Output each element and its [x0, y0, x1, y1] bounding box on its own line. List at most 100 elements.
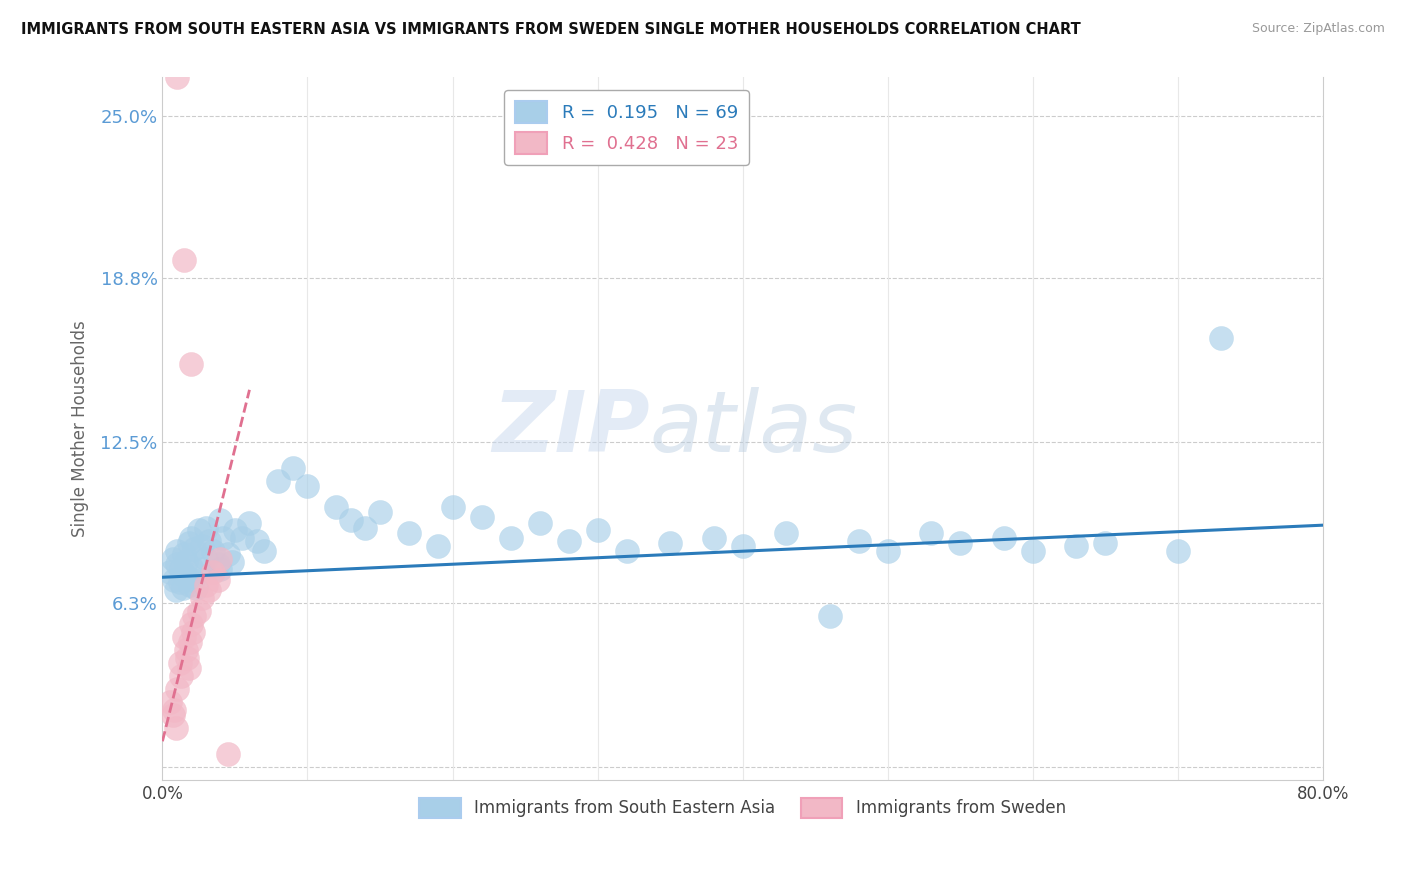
- Point: [1064, 539, 1087, 553]
- Point: [209, 513, 232, 527]
- Point: [702, 531, 724, 545]
- Point: [224, 524, 246, 538]
- Point: [499, 531, 522, 545]
- Point: [848, 533, 870, 548]
- Point: [529, 516, 551, 530]
- Point: [231, 531, 253, 545]
- Point: [297, 479, 319, 493]
- Point: [1021, 544, 1043, 558]
- Point: [202, 544, 225, 558]
- Point: [162, 552, 184, 566]
- Point: [180, 617, 202, 632]
- Point: [427, 539, 450, 553]
- Point: [165, 583, 187, 598]
- Text: Source: ZipAtlas.com: Source: ZipAtlas.com: [1251, 22, 1385, 36]
- Point: [1211, 331, 1233, 345]
- Point: [184, 581, 207, 595]
- Point: [198, 583, 221, 598]
- Point: [176, 570, 198, 584]
- Point: [165, 721, 187, 735]
- Point: [253, 544, 276, 558]
- Point: [163, 703, 186, 717]
- Point: [183, 609, 205, 624]
- Point: [166, 682, 188, 697]
- Point: [198, 533, 221, 548]
- Point: [166, 544, 188, 558]
- Point: [183, 541, 205, 556]
- Point: [818, 609, 841, 624]
- Legend: Immigrants from South Eastern Asia, Immigrants from Sweden: Immigrants from South Eastern Asia, Immi…: [413, 791, 1073, 825]
- Point: [238, 516, 260, 530]
- Point: [173, 567, 195, 582]
- Point: [368, 505, 391, 519]
- Point: [191, 562, 214, 576]
- Point: [325, 500, 347, 514]
- Point: [173, 252, 195, 267]
- Point: [775, 526, 797, 541]
- Point: [194, 521, 217, 535]
- Point: [170, 669, 193, 683]
- Point: [470, 510, 492, 524]
- Point: [176, 651, 198, 665]
- Point: [616, 544, 638, 558]
- Point: [181, 624, 204, 639]
- Point: [177, 536, 200, 550]
- Point: [190, 591, 212, 605]
- Point: [221, 555, 243, 569]
- Point: [170, 562, 193, 576]
- Point: [180, 357, 202, 371]
- Point: [398, 526, 420, 541]
- Point: [354, 521, 377, 535]
- Point: [172, 581, 194, 595]
- Point: [166, 558, 188, 572]
- Point: [731, 539, 754, 553]
- Point: [179, 578, 201, 592]
- Point: [209, 552, 232, 566]
- Point: [163, 573, 186, 587]
- Point: [180, 531, 202, 545]
- Point: [340, 513, 363, 527]
- Point: [181, 573, 204, 587]
- Point: [217, 547, 239, 561]
- Y-axis label: Single Mother Households: Single Mother Households: [72, 320, 89, 537]
- Point: [557, 533, 579, 548]
- Point: [207, 573, 229, 587]
- Point: [194, 578, 217, 592]
- Point: [187, 524, 209, 538]
- Point: [993, 531, 1015, 545]
- Point: [173, 547, 195, 561]
- Point: [949, 536, 972, 550]
- Point: [162, 708, 184, 723]
- Point: [187, 604, 209, 618]
- Point: [174, 643, 197, 657]
- Text: atlas: atlas: [650, 387, 858, 470]
- Point: [212, 531, 235, 545]
- Point: [267, 474, 290, 488]
- Text: IMMIGRANTS FROM SOUTH EASTERN ASIA VS IMMIGRANTS FROM SWEDEN SINGLE MOTHER HOUSE: IMMIGRANTS FROM SOUTH EASTERN ASIA VS IM…: [21, 22, 1081, 37]
- Point: [202, 565, 225, 579]
- Point: [169, 575, 191, 590]
- Point: [1167, 544, 1189, 558]
- Point: [586, 524, 609, 538]
- Point: [659, 536, 682, 550]
- Point: [246, 533, 269, 548]
- Point: [159, 565, 181, 579]
- Point: [920, 526, 942, 541]
- Point: [174, 555, 197, 569]
- Point: [159, 695, 181, 709]
- Point: [173, 630, 195, 644]
- Point: [166, 70, 188, 85]
- Point: [179, 635, 201, 649]
- Point: [169, 656, 191, 670]
- Point: [207, 558, 229, 572]
- Point: [441, 500, 464, 514]
- Text: ZIP: ZIP: [492, 387, 650, 470]
- Point: [177, 661, 200, 675]
- Point: [876, 544, 898, 558]
- Point: [190, 539, 212, 553]
- Point: [209, 562, 232, 576]
- Point: [180, 559, 202, 574]
- Point: [194, 552, 217, 566]
- Point: [1094, 536, 1116, 550]
- Point: [281, 461, 304, 475]
